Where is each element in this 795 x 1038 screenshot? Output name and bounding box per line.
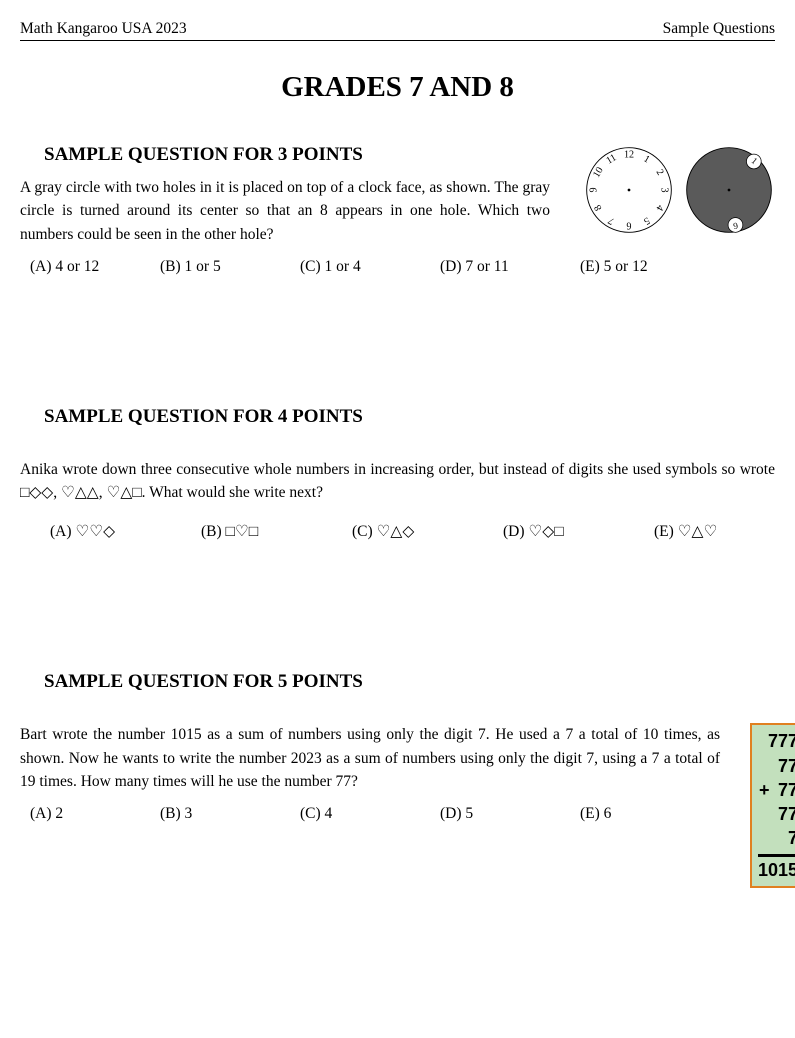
- question-5-points: SAMPLE QUESTION FOR 5 POINTS Bart wrote …: [20, 671, 775, 888]
- svg-text:12: 12: [624, 149, 634, 160]
- q1-text: A gray circle with two holes in it is pl…: [20, 176, 550, 246]
- header-right: Sample Questions: [663, 20, 775, 38]
- q2-answer-c: (C) ♡△◇: [322, 522, 473, 541]
- q3-heading: SAMPLE QUESTION FOR 5 POINTS: [44, 671, 775, 693]
- q2-answer-b: (B) □♡□: [171, 522, 322, 541]
- q3-answer-a: (A) 2: [20, 805, 160, 823]
- sum-row-3-val: 77: [778, 780, 795, 800]
- question-3-points: SAMPLE QUESTION FOR 3 POINTS A gray circ…: [20, 144, 775, 276]
- header-left: Math Kangaroo USA 2023: [20, 20, 187, 38]
- q3-text: Bart wrote the number 1015 as a sum of n…: [20, 723, 720, 793]
- question-4-points: SAMPLE QUESTION FOR 4 POINTS Anika wrote…: [20, 406, 775, 542]
- page-header: Math Kangaroo USA 2023 Sample Questions: [20, 20, 775, 41]
- svg-text:6: 6: [626, 220, 631, 231]
- sum-row-1: 777: [758, 729, 795, 753]
- q1-answer-b: (B) 1 or 5: [160, 258, 300, 276]
- sum-total: 1015: [758, 854, 795, 882]
- q2-answer-e: (E) ♡△♡: [624, 522, 775, 541]
- plus-sign: +: [759, 778, 770, 802]
- sum-row-4: 77: [758, 802, 795, 826]
- q2-answer-a: (A) ♡♡◇: [20, 522, 171, 541]
- q1-answer-d: (D) 7 or 11: [440, 258, 580, 276]
- sum-row-3: +77: [758, 778, 795, 802]
- q2-answers: (A) ♡♡◇ (B) □♡□ (C) ♡△◇ (D) ♡◇□ (E) ♡△♡: [20, 522, 775, 541]
- sum-row-2: 77: [758, 754, 795, 778]
- svg-text:3: 3: [659, 187, 670, 192]
- q2-heading: SAMPLE QUESTION FOR 4 POINTS: [44, 406, 775, 428]
- svg-text:9: 9: [588, 187, 599, 192]
- clock-face-icon: 12 1 2 3 4 5 6 7 8 9 10 11: [583, 144, 675, 236]
- q1-figures: 12 1 2 3 4 5 6 7 8 9 10 11 1: [583, 144, 775, 236]
- q1-answer-a: (A) 4 or 12: [20, 258, 160, 276]
- q1-answer-c: (C) 1 or 4: [300, 258, 440, 276]
- q3-answer-b: (B) 3: [160, 805, 300, 823]
- q3-answer-c: (C) 4: [300, 805, 440, 823]
- q3-answer-d: (D) 5: [440, 805, 580, 823]
- q1-answers: (A) 4 or 12 (B) 1 or 5 (C) 1 or 4 (D) 7 …: [20, 258, 775, 276]
- q2-answer-d: (D) ♡◇□: [473, 522, 624, 541]
- q3-answer-e: (E) 6: [580, 805, 720, 823]
- q1-answer-e: (E) 5 or 12: [580, 258, 720, 276]
- page-title: GRADES 7 AND 8: [20, 71, 775, 104]
- sum-row-5: 7: [758, 826, 795, 850]
- q2-text: Anika wrote down three consecutive whole…: [20, 458, 775, 505]
- gray-overlay-icon: 1 6: [683, 144, 775, 236]
- q3-answers: (A) 2 (B) 3 (C) 4 (D) 5 (E) 6: [20, 805, 720, 823]
- q1-heading: SAMPLE QUESTION FOR 3 POINTS: [44, 144, 563, 166]
- addition-figure: 777 77 +77 77 7 1015: [750, 723, 795, 888]
